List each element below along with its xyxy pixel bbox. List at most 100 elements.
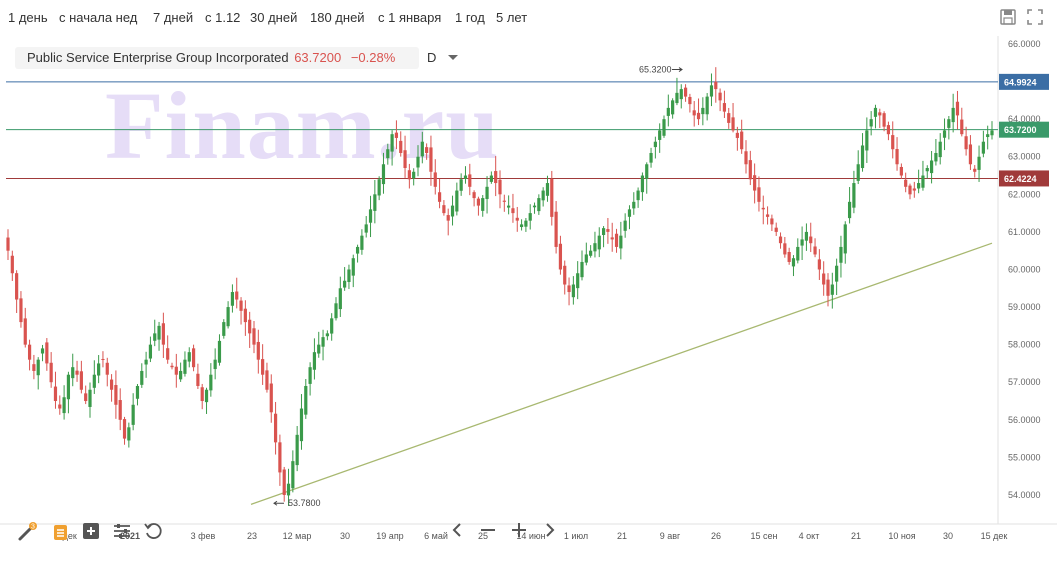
candle-body [696, 112, 701, 120]
instrument-legend[interactable]: Public Service Enterprise Group Incorpor… [15, 47, 419, 69]
candle-body [714, 81, 718, 90]
candle-body [420, 141, 424, 157]
candle-body [179, 370, 183, 380]
candle-body [27, 344, 32, 360]
candle-body [235, 291, 239, 300]
x-tick-label: 21 [617, 531, 627, 541]
candle-body [917, 183, 921, 189]
candle-body [407, 170, 411, 180]
candle-body [463, 175, 468, 180]
candle-body [584, 254, 588, 263]
zoom-out-icon[interactable] [478, 519, 498, 541]
candle-body [951, 107, 955, 123]
candle-body [386, 149, 390, 159]
candle-body [286, 483, 291, 496]
candle-body [97, 363, 101, 376]
zoom-in-icon[interactable] [509, 519, 529, 541]
candle-body [161, 323, 165, 345]
candle-body [360, 235, 364, 250]
candle-body [118, 400, 122, 420]
y-tick-label: 57.0000 [1008, 377, 1041, 387]
candle-body [550, 178, 554, 217]
candle-body [204, 389, 209, 403]
candle-body [131, 404, 135, 425]
candle-body [869, 119, 873, 127]
period-ytd[interactable]: с 1 января [378, 10, 442, 25]
candle-body [476, 198, 481, 206]
candle-body [662, 119, 666, 136]
candle-body [964, 136, 968, 150]
candlestick-chart[interactable]: 66.000065.000064.000063.000062.000061.00… [0, 36, 1057, 572]
candle-body [92, 374, 96, 388]
settings-sliders-icon[interactable] [111, 520, 133, 542]
candle-body [351, 258, 355, 276]
candle-body [437, 192, 442, 202]
candle-body [135, 385, 140, 399]
candle-body [153, 333, 157, 341]
candle-body [925, 168, 929, 172]
candle-body [377, 179, 381, 196]
candle-body [679, 89, 683, 100]
candle-body [390, 134, 394, 152]
candle-body [19, 298, 23, 323]
interval-selector[interactable]: D [427, 50, 437, 65]
candle-body [524, 220, 528, 227]
candle-body [66, 374, 71, 400]
candle-body [878, 112, 882, 116]
period-since-dec-1[interactable]: с 1.12 [205, 10, 241, 25]
period-1-day[interactable]: 1 день [8, 10, 48, 25]
candle-body [485, 186, 489, 199]
candle-body [295, 434, 299, 466]
candle-body [364, 224, 368, 233]
candle-body [399, 140, 403, 153]
notes-icon[interactable] [49, 520, 71, 542]
candle-body [502, 200, 506, 202]
candle-body [735, 132, 739, 138]
y-tick-label: 60.0000 [1008, 264, 1041, 274]
candle-body [515, 217, 519, 221]
candle-body [541, 190, 545, 201]
candle-body [938, 141, 942, 158]
candle-body [960, 119, 964, 135]
candle-body [170, 365, 174, 368]
candle-body [71, 367, 75, 379]
reset-icon[interactable] [142, 520, 164, 542]
candle-body [899, 166, 903, 176]
x-tick-label: 12 мар [283, 531, 312, 541]
svg-text:3: 3 [31, 524, 35, 531]
period-week-to-date[interactable]: с начала нед [59, 10, 138, 25]
period-30-days[interactable]: 30 дней [250, 10, 298, 25]
period-1-year[interactable]: 1 год [455, 10, 485, 25]
candle-body [610, 237, 614, 240]
period-5-years[interactable]: 5 лет [496, 10, 528, 25]
candle-body [783, 243, 787, 255]
candle-body [248, 319, 252, 334]
period-7-days[interactable]: 7 дней [153, 10, 194, 25]
candle-body [580, 261, 584, 278]
candle-body [908, 185, 912, 195]
scroll-right-icon[interactable] [540, 519, 560, 541]
add-indicator-icon[interactable] [80, 520, 102, 542]
last-price: 63.7200 [294, 50, 342, 65]
candle-body [269, 383, 273, 413]
candle-body [822, 273, 826, 285]
fullscreen-icon[interactable] [1026, 8, 1044, 26]
candle-body [304, 385, 308, 415]
x-tick-label: 3 фев [191, 531, 216, 541]
scroll-left-icon[interactable] [447, 519, 467, 541]
period-180-days[interactable]: 180 дней [310, 10, 365, 25]
candle-body [191, 348, 196, 368]
candle-body [688, 96, 692, 105]
candle-body [252, 328, 256, 345]
candle-body [455, 190, 459, 212]
brush-icon[interactable]: 3 [17, 520, 39, 542]
candle-body [243, 308, 247, 323]
period-toolbar: 1 день с начала нед 7 дней с 1.12 30 дне… [0, 0, 1057, 36]
chevron-down-icon[interactable] [448, 55, 458, 60]
candle-body [10, 255, 14, 274]
candle-body [744, 151, 748, 165]
save-icon[interactable] [999, 8, 1017, 26]
candle-body [653, 141, 657, 148]
y-tick-label: 66.0000 [1008, 39, 1041, 49]
candle-body [429, 147, 433, 172]
